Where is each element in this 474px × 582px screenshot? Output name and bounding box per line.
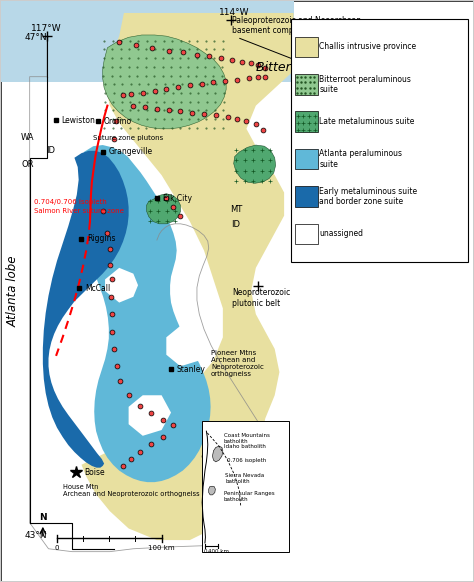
Bar <box>1 1 293 83</box>
Text: Late metaluminous suite: Late metaluminous suite <box>319 117 415 126</box>
Bar <box>295 149 318 169</box>
Polygon shape <box>43 151 128 468</box>
Text: unassigned: unassigned <box>319 229 364 239</box>
Text: 117°W: 117°W <box>31 23 61 33</box>
Text: Atlanta peraluminous
suite: Atlanta peraluminous suite <box>319 150 402 169</box>
Text: Neoproterozoic
plutonic belt: Neoproterozoic plutonic belt <box>232 288 291 308</box>
Text: ID: ID <box>232 220 241 229</box>
Bar <box>295 111 318 132</box>
Text: ID: ID <box>46 146 55 155</box>
Bar <box>295 37 318 57</box>
Text: Suture zone plutons: Suture zone plutons <box>93 134 164 140</box>
Text: 0.704/0.706 isopleth: 0.704/0.706 isopleth <box>35 199 107 205</box>
Text: 47°N: 47°N <box>25 33 47 42</box>
Text: Paleoproterozoic and Neoarchean
basement complex: Paleoproterozoic and Neoarchean basement… <box>232 16 361 36</box>
Polygon shape <box>146 194 181 224</box>
Text: Bitterroot peraluminous
suite: Bitterroot peraluminous suite <box>319 74 411 94</box>
Bar <box>291 19 468 262</box>
Text: 114°W: 114°W <box>219 9 250 17</box>
Text: 400 km: 400 km <box>208 549 228 553</box>
Text: Orofino: Orofino <box>104 117 132 126</box>
Text: Pioneer Mtns
Archean and
Neoproterozoic
orthogneiss: Pioneer Mtns Archean and Neoproterozoic … <box>211 350 264 377</box>
Text: Early metaluminous suite
and border zone suite: Early metaluminous suite and border zone… <box>319 187 418 206</box>
Polygon shape <box>82 13 293 540</box>
Bar <box>201 421 289 552</box>
Bar <box>295 74 318 94</box>
Text: 0.706 isopleth: 0.706 isopleth <box>227 457 266 463</box>
Text: Lewiston: Lewiston <box>61 116 95 125</box>
Text: Riggins: Riggins <box>87 235 116 243</box>
Text: Idaho batholith: Idaho batholith <box>224 443 266 449</box>
Text: Challis intrusive province: Challis intrusive province <box>319 42 417 51</box>
Text: Peninsular Ranges
batholith: Peninsular Ranges batholith <box>224 491 274 502</box>
Text: Salmon River suture zone: Salmon River suture zone <box>35 208 124 214</box>
Text: 0: 0 <box>203 549 207 553</box>
Polygon shape <box>82 145 210 482</box>
Text: Sierra Nevada
batholith: Sierra Nevada batholith <box>225 473 264 484</box>
Text: Boise: Boise <box>84 468 105 477</box>
Text: OR: OR <box>21 160 34 169</box>
Text: Bitterroot lobe: Bitterroot lobe <box>256 62 346 74</box>
Text: Stanley: Stanley <box>177 365 206 374</box>
Text: Elk City: Elk City <box>163 194 191 203</box>
Text: Hailey: Hailey <box>247 440 272 449</box>
Text: WA: WA <box>20 133 34 142</box>
Polygon shape <box>105 268 138 303</box>
Polygon shape <box>103 35 226 129</box>
Polygon shape <box>212 446 223 462</box>
Polygon shape <box>209 486 215 495</box>
Text: Coast Mountains
batholith: Coast Mountains batholith <box>224 433 270 443</box>
Text: House Mtn
Archean and Neoproterozoic orthogneiss: House Mtn Archean and Neoproterozoic ort… <box>63 484 199 498</box>
Text: Atlanta lobe: Atlanta lobe <box>7 255 19 327</box>
Polygon shape <box>234 145 276 183</box>
Polygon shape <box>16 83 293 558</box>
Text: 43°N: 43°N <box>25 531 47 540</box>
Bar <box>295 186 318 207</box>
Text: 0: 0 <box>55 545 59 551</box>
Bar <box>295 223 318 244</box>
Text: MT: MT <box>230 205 242 214</box>
Polygon shape <box>128 395 171 436</box>
Polygon shape <box>166 326 209 366</box>
Text: N: N <box>39 513 46 521</box>
Text: Grangeville: Grangeville <box>109 147 153 157</box>
Text: 100 km: 100 km <box>148 545 175 551</box>
Text: McCall: McCall <box>85 283 110 293</box>
